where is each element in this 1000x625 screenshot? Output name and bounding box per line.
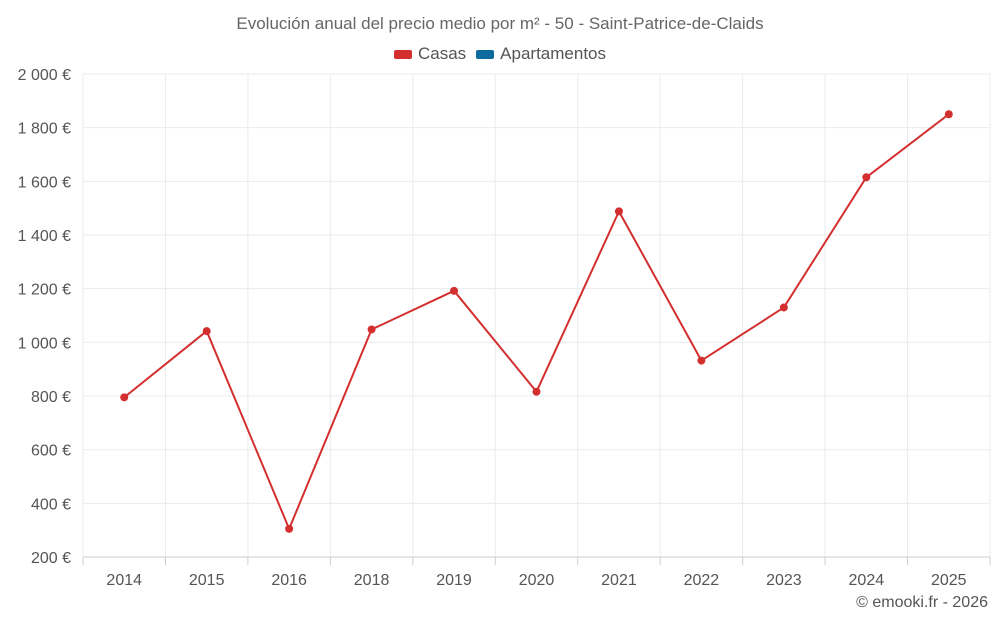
data-point [614,207,623,216]
y-tick-label: 1 200 € [18,282,71,299]
legend-item-casas[interactable]: Casas [393,44,467,64]
legend-label-apartamentos: Apartamentos [500,44,607,63]
x-tick-label: 2021 [601,572,637,589]
x-tick-label: 2024 [849,572,885,589]
x-tick-label: 2019 [436,572,472,589]
y-tick-label: 1 400 € [18,228,71,245]
data-point [450,286,459,295]
x-tick-label: 2025 [931,572,967,589]
data-point [120,393,129,402]
y-tick-label: 1 800 € [18,121,71,138]
legend-swatch-casas [393,49,412,59]
x-tick-label: 2022 [684,572,720,589]
y-tick-label: 1 000 € [18,335,71,352]
x-tick-label: 2018 [354,572,390,589]
x-tick-label: 2015 [189,572,225,589]
x-tick-label: 2014 [106,572,142,589]
x-tick-label: 2023 [766,572,802,589]
legend-item-apartamentos[interactable]: Apartamentos [476,44,606,64]
chart-title: Evolución anual del precio medio por m² … [236,14,764,33]
legend-swatch-apartamentos [476,49,495,59]
data-point [779,303,788,312]
y-tick-label: 400 € [31,496,71,513]
data-point [944,110,953,119]
y-tick-label: 800 € [31,389,71,406]
credit-text: © emooki.fr - 2026 [856,594,988,611]
y-tick-label: 2 000 € [18,67,71,84]
legend-label-casas: Casas [417,44,467,63]
y-tick-label: 1 600 € [18,174,71,191]
chart-legend: Casas Apartamentos [0,44,1000,64]
data-point [367,325,376,334]
x-tick-label: 2020 [519,572,555,589]
data-point [285,524,294,533]
data-point [202,327,211,336]
y-tick-label: 600 € [31,443,71,460]
y-tick-label: 200 € [31,550,71,567]
data-point [532,387,541,396]
x-tick-label: 2016 [271,572,307,589]
data-point [697,356,706,365]
data-point [862,173,871,182]
